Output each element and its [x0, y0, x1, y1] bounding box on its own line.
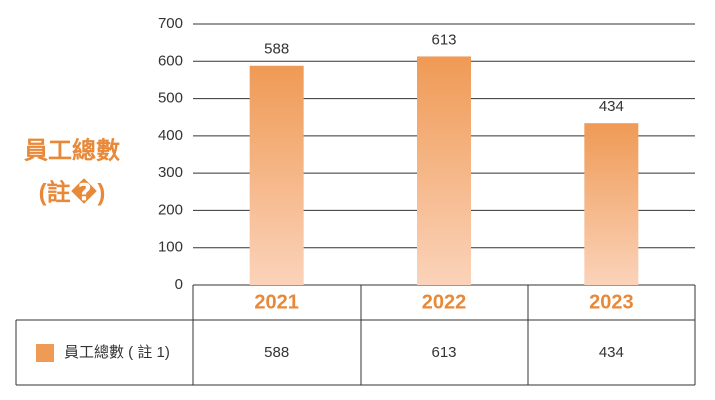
- legend-swatch: [36, 344, 54, 362]
- data-label: 434: [599, 98, 624, 115]
- y-tick-label: 300: [158, 164, 183, 181]
- y-tick-label: 400: [158, 127, 183, 144]
- legend-label: 員工總數 ( 註 1): [64, 343, 170, 361]
- y-tick-label: 500: [158, 90, 183, 107]
- table-value: 613: [431, 344, 456, 361]
- y-axis-label: 員工總數: [23, 136, 120, 164]
- y-axis-label: (註�): [39, 177, 106, 206]
- data-label: 588: [264, 41, 289, 58]
- x-tick-label: 2023: [589, 291, 634, 313]
- x-tick-label: 2022: [422, 291, 467, 313]
- bar: [417, 56, 471, 286]
- table-value: 434: [599, 344, 624, 361]
- y-tick-label: 100: [158, 239, 183, 256]
- y-tick-label: 700: [158, 15, 183, 32]
- bar: [584, 123, 639, 286]
- y-tick-label: 0: [175, 276, 183, 293]
- y-tick-label: 600: [158, 52, 183, 69]
- x-tick-label: 2021: [254, 291, 299, 313]
- table-value: 588: [264, 344, 289, 361]
- y-tick-label: 200: [158, 201, 183, 218]
- bar: [249, 65, 304, 285]
- data-label: 613: [431, 31, 456, 48]
